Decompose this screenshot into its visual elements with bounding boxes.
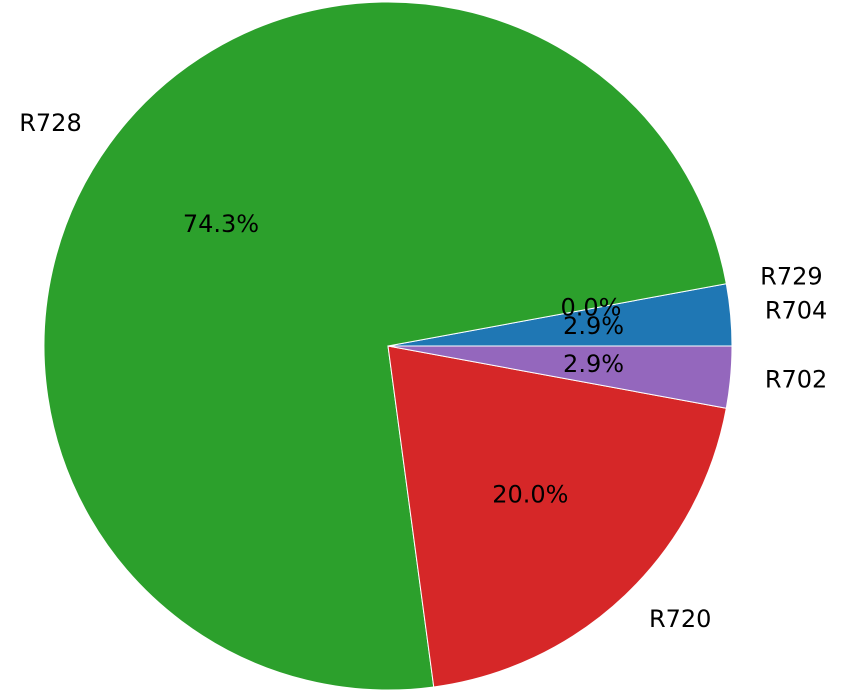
percent-label: 20.0% xyxy=(492,480,568,508)
pie-slice xyxy=(387,345,733,409)
percent-label: 0.0% xyxy=(560,294,621,322)
slice-label: R729 xyxy=(760,262,822,290)
pie-slice xyxy=(387,345,727,688)
percent-label: 2.9% xyxy=(563,350,624,378)
slice-label: R728 xyxy=(19,109,81,137)
pie-slice xyxy=(43,1,727,691)
slice-label: R702 xyxy=(765,365,827,393)
slice-label: R704 xyxy=(765,297,827,325)
percent-label: 2.9% xyxy=(563,312,624,340)
slice-label: R720 xyxy=(649,605,711,633)
percent-label: 74.3% xyxy=(183,210,259,238)
